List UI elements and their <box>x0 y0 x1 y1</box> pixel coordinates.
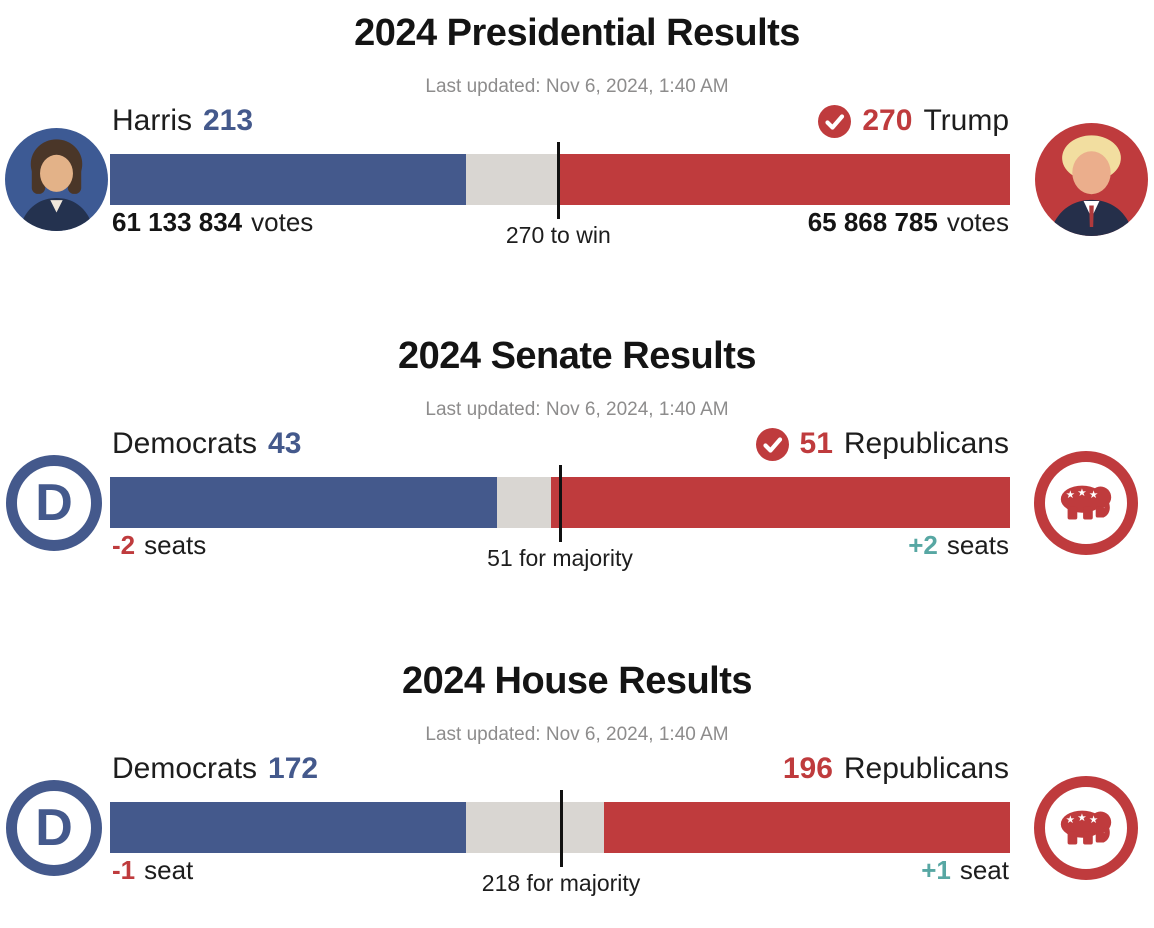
rep-bar-segment <box>604 802 1010 853</box>
republican-party-logo: ★ ★ ★ <box>1034 451 1138 555</box>
right-party-name: Republicans <box>843 752 1009 785</box>
left-party-value: 43 <box>268 427 302 460</box>
republican-elephant-icon: ★ ★ ★ <box>1060 485 1112 520</box>
left-votes-value: 61 133 834 <box>112 207 243 237</box>
senate-seats-bar <box>110 465 1010 542</box>
section-title: 2024 Senate Results <box>397 335 757 377</box>
dem-bar-segment <box>110 802 466 853</box>
right-party-name: Republicans <box>843 427 1009 460</box>
right-party-label: 196 Republicans <box>783 752 1009 786</box>
right-votes-label: 65 868 785 votes <box>808 207 1009 238</box>
right-party-label: 51 Republicans <box>755 427 1009 461</box>
republican-elephant-icon: ★ ★ ★ <box>1060 810 1112 845</box>
right-party-value: 51 <box>799 427 833 460</box>
right-seats-change: +2 <box>908 530 938 560</box>
svg-text:★: ★ <box>1066 489 1076 501</box>
svg-text:★: ★ <box>1077 812 1087 824</box>
left-party-name: Democrats <box>112 752 258 785</box>
svg-text:★: ★ <box>1089 489 1099 501</box>
right-seats-unit: seat <box>959 855 1009 885</box>
last-updated-text: Last updated: Nov 6, 2024, 1:40 AM <box>425 724 729 745</box>
left-votes-unit: votes <box>251 207 314 237</box>
majority-marker-line <box>559 790 563 867</box>
right-votes-unit: votes <box>946 207 1009 237</box>
section-title: 2024 House Results <box>401 660 753 702</box>
dem-bar-segment <box>110 477 497 528</box>
winner-check-icon <box>818 104 852 138</box>
right-seats-label: +2 seats <box>908 530 1009 561</box>
left-candidate-name: Harris <box>112 104 192 137</box>
left-seats-label: -1 seat <box>112 855 193 886</box>
left-seats-label: -2 seats <box>112 530 206 561</box>
presidential-results-section: 2024 Presidential Results Last updated: … <box>0 0 1154 280</box>
harris-photo <box>5 128 108 231</box>
left-party-label: Democrats 172 <box>112 752 318 786</box>
left-seats-unit: seats <box>144 530 207 560</box>
last-updated-text: Last updated: Nov 6, 2024, 1:40 AM <box>425 76 729 97</box>
dem-bar-segment <box>110 154 467 205</box>
right-candidate-value: 270 <box>862 104 913 137</box>
democratic-party-logo: D <box>6 780 102 876</box>
right-seats-change: +1 <box>921 855 951 885</box>
svg-text:★: ★ <box>1066 814 1076 826</box>
trump-photo <box>1035 123 1148 236</box>
right-candidate-label: 270 Trump <box>818 104 1009 138</box>
svg-text:★: ★ <box>1077 487 1087 499</box>
left-seats-change: -1 <box>112 855 136 885</box>
democratic-logo-letter: D <box>35 799 73 857</box>
majority-marker-line <box>556 142 560 219</box>
winner-check-icon <box>755 427 789 461</box>
left-party-label: Democrats 43 <box>112 427 301 461</box>
right-candidate-name: Trump <box>923 104 1009 137</box>
right-votes-value: 65 868 785 <box>807 207 938 237</box>
house-results-section: 2024 House Results Last updated: Nov 6, … <box>0 648 1154 928</box>
left-candidate-label: Harris 213 <box>112 104 253 138</box>
svg-text:★: ★ <box>1089 814 1099 826</box>
left-candidate-value: 213 <box>203 104 254 137</box>
electoral-votes-bar <box>110 142 1010 219</box>
left-votes-label: 61 133 834 votes <box>112 207 313 238</box>
left-seats-change: -2 <box>112 530 136 560</box>
left-party-value: 172 <box>268 752 319 785</box>
majority-marker-label: 270 to win <box>505 222 611 248</box>
senate-results-section: 2024 Senate Results Last updated: Nov 6,… <box>0 323 1154 603</box>
right-party-value: 196 <box>782 752 833 785</box>
right-seats-label: +1 seat <box>921 855 1009 886</box>
right-seats-unit: seats <box>946 530 1009 560</box>
democratic-logo-letter: D <box>35 474 73 532</box>
majority-marker-label: 218 for majority <box>481 870 641 896</box>
rep-bar-segment <box>558 154 1010 205</box>
section-title: 2024 Presidential Results <box>354 12 800 54</box>
left-seats-unit: seat <box>144 855 194 885</box>
republican-party-logo: ★ ★ ★ <box>1034 776 1138 880</box>
house-seats-bar <box>110 790 1010 867</box>
left-party-name: Democrats <box>112 427 258 460</box>
last-updated-text: Last updated: Nov 6, 2024, 1:40 AM <box>425 399 729 420</box>
majority-marker-line <box>558 465 562 542</box>
rep-bar-segment <box>551 477 1010 528</box>
democratic-party-logo: D <box>6 455 102 551</box>
majority-marker-label: 51 for majority <box>487 545 633 571</box>
